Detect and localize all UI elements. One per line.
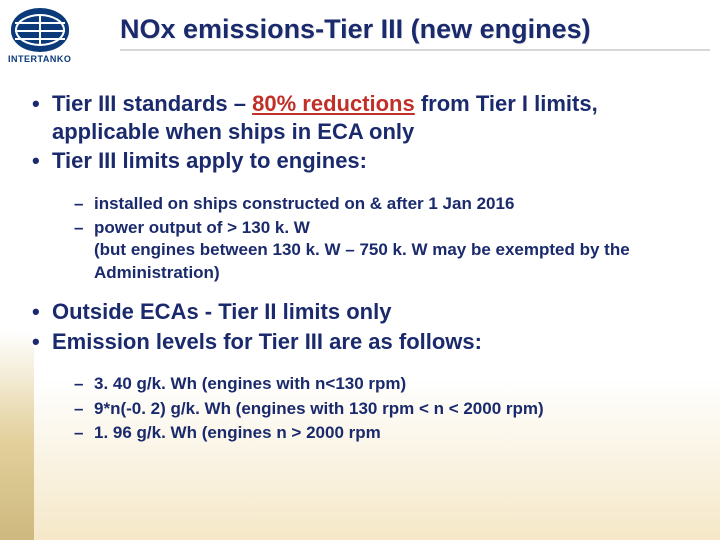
brand-name: INTERTANKO	[8, 54, 71, 64]
globe-icon	[11, 8, 69, 52]
title-area: NOx emissions-Tier III (new engines)	[120, 14, 710, 51]
bullet-text: Emission levels for Tier III are as foll…	[52, 329, 482, 354]
sub-text-continue: (but engines between 130 k. W – 750 k. W…	[94, 239, 700, 284]
bullet-item: Tier III standards – 80% reductions from…	[28, 90, 700, 145]
sub-text: 9*n(-0. 2) g/k. Wh (engines with 130 rpm…	[94, 399, 544, 418]
bullet-text: Outside ECAs - Tier II limits only	[52, 299, 391, 324]
sub-text: installed on ships constructed on & afte…	[94, 194, 514, 213]
bullet-item: Tier III limits apply to engines:	[28, 147, 700, 175]
sub-bullet-group-2: 3. 40 g/k. Wh (engines with n<130 rpm) 9…	[28, 373, 700, 444]
bullet-text: Tier III limits apply to engines:	[52, 148, 367, 173]
sub-text: 3. 40 g/k. Wh (engines with n<130 rpm)	[94, 374, 406, 393]
title-underline	[120, 49, 710, 51]
bullet-item: Emission levels for Tier III are as foll…	[28, 328, 700, 356]
sub-text: 1. 96 g/k. Wh (engines n > 2000 rpm	[94, 423, 381, 442]
sub-bullet-item: power output of > 130 k. W (but engines …	[28, 217, 700, 284]
bullet-group-1: Tier III standards – 80% reductions from…	[28, 90, 700, 175]
sub-bullet-item: 3. 40 g/k. Wh (engines with n<130 rpm)	[28, 373, 700, 395]
brand-logo: INTERTANKO	[8, 8, 71, 64]
bullet-emphasis: 80% reductions	[252, 91, 415, 116]
content-area: Tier III standards – 80% reductions from…	[28, 90, 700, 459]
sub-text: power output of > 130 k. W	[94, 218, 310, 237]
slide-title: NOx emissions-Tier III (new engines)	[120, 14, 710, 45]
sub-bullet-item: installed on ships constructed on & afte…	[28, 193, 700, 215]
sub-bullet-group-1: installed on ships constructed on & afte…	[28, 193, 700, 285]
sub-bullet-item: 1. 96 g/k. Wh (engines n > 2000 rpm	[28, 422, 700, 444]
sub-bullet-item: 9*n(-0. 2) g/k. Wh (engines with 130 rpm…	[28, 398, 700, 420]
bullet-item: Outside ECAs - Tier II limits only	[28, 298, 700, 326]
bullet-text-pre: Tier III standards –	[52, 91, 252, 116]
bullet-group-2: Outside ECAs - Tier II limits only Emiss…	[28, 298, 700, 355]
